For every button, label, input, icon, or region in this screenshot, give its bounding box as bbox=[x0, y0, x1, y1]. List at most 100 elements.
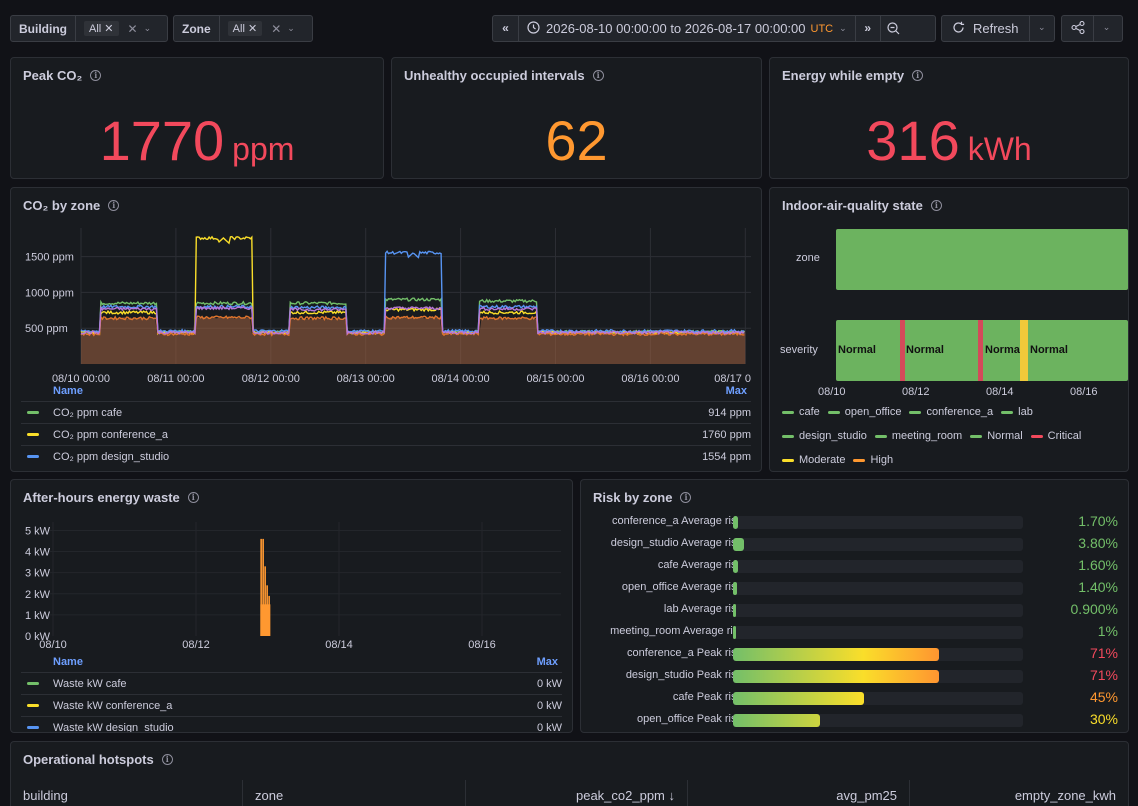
risk-row[interactable]: cafe Average risk 1.60% bbox=[581, 556, 1128, 578]
unhealthy-intervals-value: 62 bbox=[392, 108, 761, 173]
info-icon[interactable]: i bbox=[90, 70, 102, 81]
zone-chip[interactable]: All ✕ bbox=[227, 21, 263, 36]
column-header-avg-pm25[interactable]: avg_pm25 bbox=[688, 780, 910, 806]
y-tick: 500 ppm bbox=[25, 323, 68, 335]
info-icon[interactable]: i bbox=[912, 70, 924, 81]
panel-title-text: Indoor-air-quality state bbox=[782, 198, 923, 213]
building-chip[interactable]: All ✕ bbox=[84, 21, 119, 36]
zone-filter[interactable]: Zone All ✕ ✕ ⌄ bbox=[173, 15, 313, 42]
x-tick: 08/17 0 bbox=[714, 373, 751, 385]
legend-item[interactable]: Moderate bbox=[782, 454, 845, 466]
risk-row[interactable]: design_studio Peak risk 71% bbox=[581, 666, 1128, 688]
legend-item[interactable]: CO₂ ppm conference_a 1760 ppm bbox=[21, 423, 751, 445]
column-header-zone[interactable]: zone bbox=[243, 780, 466, 806]
energy-empty-panel: Energy while empty i 316 kWh bbox=[769, 57, 1129, 179]
legend-item[interactable]: design_studio bbox=[782, 430, 867, 442]
moderate-segment[interactable] bbox=[1020, 320, 1028, 381]
clear-icon[interactable]: ✕ bbox=[127, 21, 138, 36]
legend-item[interactable]: Critical bbox=[1030, 430, 1081, 442]
column-header-building[interactable]: building bbox=[11, 780, 243, 806]
y-tick: 1000 ppm bbox=[25, 287, 74, 299]
severity-state-bar[interactable]: Normal Normal Norma Normal bbox=[836, 320, 1128, 381]
time-back-button[interactable]: « bbox=[493, 16, 519, 41]
legend-item[interactable]: High bbox=[853, 454, 893, 466]
clear-icon[interactable]: ✕ bbox=[271, 21, 282, 36]
chevron-down-icon[interactable]: ⌄ bbox=[839, 23, 847, 33]
info-icon[interactable]: i bbox=[930, 200, 942, 211]
legend-name: lab bbox=[1018, 406, 1033, 418]
risk-row[interactable]: open_office Peak risk 30% bbox=[581, 710, 1128, 732]
legend-max-header[interactable]: Max bbox=[536, 656, 558, 668]
column-header-peak-co2[interactable]: peak_co2_ppm ↓ bbox=[466, 780, 688, 806]
risk-track bbox=[733, 538, 1023, 551]
legend-item[interactable]: CO₂ ppm cafe 914 ppm bbox=[21, 401, 751, 423]
risk-value: 71% bbox=[1089, 667, 1118, 683]
info-icon[interactable]: i bbox=[161, 754, 173, 765]
info-icon[interactable]: i bbox=[108, 200, 120, 211]
building-filter[interactable]: Building All ✕ ✕ ⌄ bbox=[10, 15, 168, 42]
risk-row[interactable]: meeting_room Average ri... 1% bbox=[581, 622, 1128, 644]
risk-row[interactable]: conference_a Average risk 1.70% bbox=[581, 512, 1128, 534]
zoom-out-button[interactable] bbox=[881, 16, 907, 41]
risk-bar bbox=[733, 516, 738, 529]
chip-remove-icon[interactable]: ✕ bbox=[104, 23, 114, 35]
legend-max-header[interactable]: Max bbox=[725, 385, 747, 397]
legend-name-header[interactable]: Name bbox=[53, 656, 83, 668]
waste-spike bbox=[264, 566, 266, 636]
legend-item[interactable]: Waste kW design_studio 0 kW bbox=[21, 716, 562, 733]
legend-name-header[interactable]: Name bbox=[53, 385, 83, 397]
risk-row[interactable]: design_studio Average risk 3.80% bbox=[581, 534, 1128, 556]
panel-title: Unhealthy occupied intervals i bbox=[404, 68, 604, 83]
info-icon[interactable]: i bbox=[680, 492, 692, 503]
chevron-down-icon[interactable]: ⌄ bbox=[1093, 16, 1119, 41]
legend-item[interactable]: open_office bbox=[827, 406, 901, 418]
panel-title: Risk by zone i bbox=[593, 490, 692, 505]
legend-max: 914 ppm bbox=[708, 406, 751, 419]
legend-item[interactable]: cafe bbox=[782, 406, 820, 418]
y-tick: 4 kW bbox=[25, 547, 51, 559]
legend-item[interactable]: lab bbox=[1001, 406, 1033, 418]
info-icon[interactable]: i bbox=[592, 70, 604, 81]
risk-track bbox=[733, 604, 1023, 617]
risk-label: lab Average risk bbox=[663, 603, 742, 615]
risk-track bbox=[733, 648, 1023, 661]
co2-chart[interactable]: 500 ppm 1000 ppm 1500 ppm 08/10 00:00 08/11 … bbox=[11, 224, 762, 392]
panel-title: Indoor-air-quality state i bbox=[782, 198, 942, 213]
risk-row[interactable]: lab Average risk 0.900% bbox=[581, 600, 1128, 622]
legend-item[interactable]: conference_a bbox=[909, 406, 993, 418]
legend-item[interactable]: CO₂ ppm design_studio 1554 ppm bbox=[21, 445, 751, 467]
chevron-down-icon[interactable]: ⌄ bbox=[287, 23, 295, 33]
x-tick: 08/10 bbox=[818, 386, 846, 398]
legend-name: Moderate bbox=[799, 454, 846, 466]
column-header-empty-zone-kwh[interactable]: empty_zone_kwh bbox=[1014, 787, 1116, 803]
chip-remove-icon[interactable]: ✕ bbox=[247, 23, 258, 35]
x-tick: 08/14 bbox=[325, 639, 353, 651]
x-tick: 08/10 bbox=[39, 639, 67, 651]
critical-segment[interactable] bbox=[900, 320, 905, 381]
critical-segment[interactable] bbox=[978, 320, 983, 381]
time-forward-button[interactable]: » bbox=[854, 16, 881, 41]
refresh-button[interactable]: Refresh ⌄ bbox=[941, 15, 1055, 42]
chevron-down-icon[interactable]: ⌄ bbox=[1028, 16, 1054, 41]
legend-item[interactable]: Waste kW cafe 0 kW bbox=[21, 672, 562, 694]
risk-row[interactable]: conference_a Peak risk 71% bbox=[581, 644, 1128, 666]
zone-state-bar[interactable] bbox=[836, 229, 1128, 290]
iaq-legend: cafe open_office conference_a lab design_stu… bbox=[782, 406, 1122, 466]
legend-item[interactable]: meeting_room bbox=[874, 430, 962, 442]
stat-number: 316 bbox=[866, 109, 960, 172]
energy-waste-chart[interactable]: 0 kW 1 kW 2 kW 3 kW 4 kW 5 kW 08/10 08/12 08/14 0… bbox=[11, 516, 573, 656]
legend-swatch bbox=[27, 682, 39, 685]
legend-item[interactable]: Waste kW conference_a 0 kW bbox=[21, 694, 562, 716]
risk-value: 71% bbox=[1089, 645, 1118, 661]
legend-item[interactable]: Normal bbox=[970, 430, 1023, 442]
chevron-down-icon[interactable]: ⌄ bbox=[143, 23, 152, 33]
risk-label: meeting_room Average ri... bbox=[610, 625, 742, 637]
legend-swatch bbox=[27, 704, 39, 707]
share-button[interactable]: ⌄ bbox=[1061, 15, 1123, 42]
time-range-text[interactable]: 2026-08-10 00:00:00 to 2026-08-17 00:00:… bbox=[546, 21, 806, 36]
risk-row[interactable]: cafe Peak risk 45% bbox=[581, 688, 1128, 710]
info-icon[interactable]: i bbox=[187, 492, 199, 503]
risk-row[interactable]: open_office Average risk 1.40% bbox=[581, 578, 1128, 600]
legend-max: 0 kW bbox=[536, 721, 562, 733]
risk-track bbox=[733, 516, 1023, 529]
